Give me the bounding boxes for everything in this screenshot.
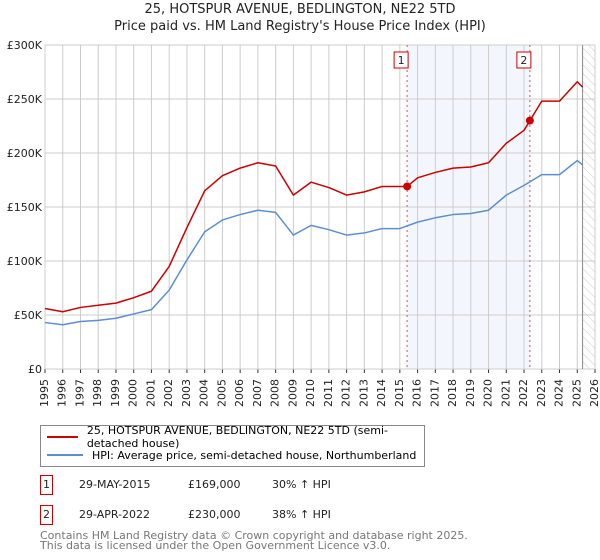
sale-price: £169,000 bbox=[188, 478, 241, 491]
annotation-label: 2 bbox=[520, 54, 527, 67]
x-tick-label: 2022 bbox=[517, 379, 530, 407]
x-tick-label: 1997 bbox=[73, 379, 86, 407]
x-tick-label: 2009 bbox=[286, 379, 299, 407]
blue-line-swatch bbox=[47, 454, 83, 456]
x-tick-label: 2021 bbox=[499, 379, 512, 407]
legend: 25, HOTSPUR AVENUE, BEDLINGTON, NE22 5TD… bbox=[40, 424, 425, 467]
x-tick-label: 2014 bbox=[375, 379, 388, 407]
y-tick-label: £50K bbox=[14, 309, 43, 322]
x-tick-label: 2019 bbox=[464, 379, 477, 407]
sale-marker: 1 bbox=[40, 475, 53, 495]
x-tick-label: 2026 bbox=[588, 379, 600, 407]
x-tick-label: 2011 bbox=[322, 379, 335, 407]
series-line-property bbox=[44, 80, 584, 313]
x-tick-label: 2012 bbox=[340, 379, 353, 407]
sale-date: 29-APR-2022 bbox=[79, 508, 151, 521]
y-tick-label: £100K bbox=[7, 255, 43, 268]
x-tick-label: 1999 bbox=[109, 379, 122, 407]
x-tick-label: 2003 bbox=[180, 379, 193, 407]
sale-marker: 2 bbox=[40, 505, 53, 525]
chart-subtitle: Price paid vs. HM Land Registry's House … bbox=[114, 19, 486, 34]
x-tick-label: 2005 bbox=[215, 379, 228, 407]
x-tick-label: 2020 bbox=[482, 379, 495, 407]
x-tick-label: 2015 bbox=[393, 379, 406, 407]
x-tick-label: 2023 bbox=[535, 379, 548, 407]
x-tick-label: 2018 bbox=[446, 379, 459, 407]
x-tick-label: 2013 bbox=[357, 379, 370, 407]
x-tick-label: 2002 bbox=[162, 379, 175, 407]
annotation-label: 1 bbox=[398, 54, 405, 67]
x-tick-label: 2001 bbox=[144, 379, 157, 407]
x-tick-label: 2016 bbox=[411, 379, 424, 407]
legend-item-property: 25, HOTSPUR AVENUE, BEDLINGTON, NE22 5TD… bbox=[47, 424, 424, 450]
x-tick-label: 1996 bbox=[56, 379, 69, 407]
x-tick-label: 2017 bbox=[428, 379, 441, 407]
sale-point bbox=[525, 116, 534, 125]
sale-hpi: 30% ↑ HPI bbox=[272, 478, 331, 491]
sale-row: 2 29-APR-2022 £230,000 38% ↑ HPI bbox=[40, 505, 600, 527]
y-tick-label: £250K bbox=[7, 93, 43, 106]
legend-label: HPI: Average price, semi-detached house,… bbox=[92, 448, 417, 462]
sale-price: £230,000 bbox=[188, 508, 241, 521]
footer-line: This data is licensed under the Open Gov… bbox=[40, 539, 391, 552]
x-tick-label: 2007 bbox=[251, 379, 264, 407]
x-tick-label: 2025 bbox=[570, 379, 583, 407]
annotation-box bbox=[516, 51, 532, 69]
x-tick-label: 1995 bbox=[38, 379, 51, 407]
y-tick-label: £150K bbox=[7, 201, 43, 214]
y-tick-label: £200K bbox=[7, 147, 43, 160]
legend-item-hpi: HPI: Average price, semi-detached house,… bbox=[47, 447, 416, 463]
legend-label: 25, HOTSPUR AVENUE, BEDLINGTON, NE22 5TD… bbox=[86, 424, 388, 450]
x-tick-label: 2000 bbox=[127, 379, 140, 407]
x-tick-label: 1998 bbox=[91, 379, 104, 407]
y-tick-label: £0 bbox=[28, 363, 42, 376]
x-tick-label: 2024 bbox=[553, 379, 566, 407]
x-tick-label: 2004 bbox=[198, 379, 211, 407]
series-line-hpi bbox=[44, 159, 584, 326]
price-chart: 1995 1996 1997 1998 1999 2000 2001 2002 2003 2004… bbox=[7, 39, 600, 407]
sale-point bbox=[403, 182, 412, 191]
footer-line: Contains HM Land Registry data © Crown c… bbox=[40, 529, 468, 542]
sale-hpi: 38% ↑ HPI bbox=[272, 508, 331, 521]
sale-row: 1 29-MAY-2015 £169,000 30% ↑ HPI bbox=[40, 475, 600, 497]
x-tick-label: 2006 bbox=[233, 379, 246, 407]
red-line-swatch bbox=[47, 436, 78, 438]
annotation-box bbox=[393, 51, 409, 69]
x-tick-label: 2008 bbox=[269, 379, 282, 407]
y-tick-label: £300K bbox=[7, 39, 43, 52]
sale-date: 29-MAY-2015 bbox=[79, 478, 151, 491]
footer: Contains HM Land Registry data © Crown c… bbox=[40, 529, 468, 552]
x-tick-label: 2010 bbox=[304, 379, 317, 407]
chart-title: 25, HOTSPUR AVENUE, BEDLINGTON, NE22 5TD bbox=[144, 2, 456, 17]
